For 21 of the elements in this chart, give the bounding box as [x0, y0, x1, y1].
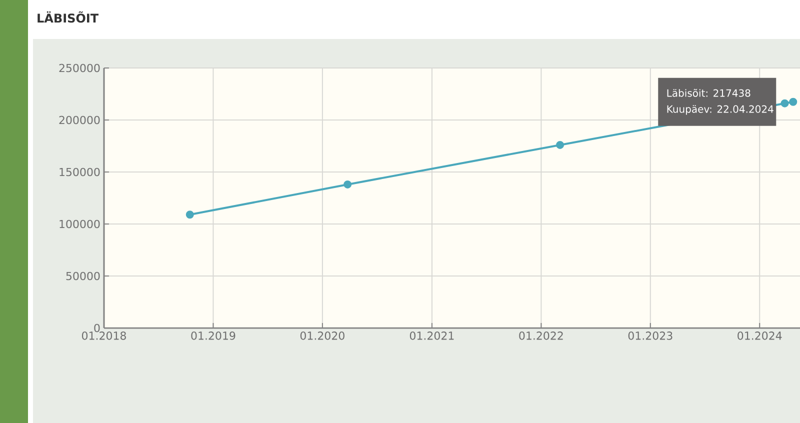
x-tick-label: 01.2020	[300, 332, 344, 340]
point	[556, 140, 564, 149]
chart-title: LÄBISÕIT	[38, 11, 99, 23]
x-tick-label: 01.2021	[410, 332, 454, 340]
y-tick-label: 50000	[66, 272, 100, 280]
y-tick-label: 200000	[59, 116, 100, 124]
point	[780, 99, 789, 108]
point	[344, 180, 352, 188]
x-tick-label: 01.2022	[519, 332, 563, 340]
x-tick-label: 01.2023	[628, 332, 672, 340]
y-tick-label: 0	[94, 324, 100, 332]
y-tick-label: 100000	[60, 220, 100, 228]
point	[789, 98, 798, 106]
annotation: Kuupäev: 22.04.2024	[667, 105, 774, 115]
y-tick-label: 250000	[59, 64, 100, 72]
point	[186, 210, 194, 219]
y-tick-label: 150000	[60, 168, 100, 176]
annotation: Läbisõit: 217438	[667, 88, 750, 97]
x-tick-label: 01.2018	[82, 332, 126, 340]
x-tick-label: 01.2024	[738, 332, 782, 340]
x-tick-label: 01.2019	[191, 332, 236, 340]
